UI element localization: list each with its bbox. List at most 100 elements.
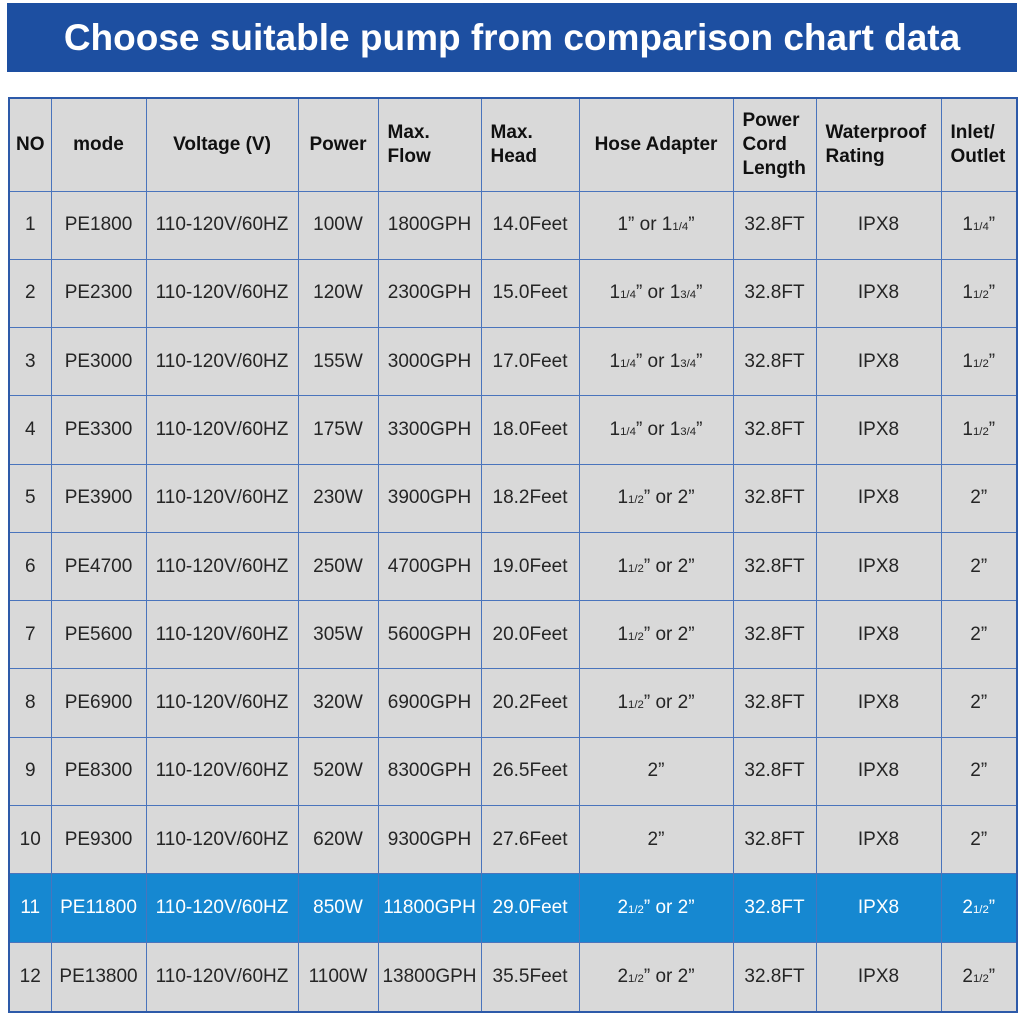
cell-power-row9: 520W <box>297 736 379 807</box>
cell-power-cord-length-row7: 32.8FT <box>732 600 817 670</box>
cell-voltage-row9: 110-120V/60HZ <box>145 736 299 807</box>
pump-comparison-table: NO mode Voltage (V) Power Max. Flow Max. Head… <box>8 97 1018 1013</box>
cell-waterproof-rating-row9: IPX8 <box>815 736 942 807</box>
col-header-voltage: Voltage (V) <box>145 97 299 192</box>
table-row-6: 6 PE4700 110-120V/60HZ 250W 4700GPH 19.0Feet 1… <box>8 531 1018 602</box>
cell-waterproof-rating-row2: IPX8 <box>815 258 942 329</box>
col-header-no: NO <box>8 97 52 192</box>
cell-power-cord-length-row8: 32.8FT <box>732 668 817 738</box>
cell-hose-adapter-row12: 21/2” or 2” <box>578 941 734 1013</box>
cell-power-cord-length-row10: 32.8FT <box>732 805 817 875</box>
cell-power-row3: 155W <box>297 327 379 397</box>
fraction-text: 1/4 <box>620 289 636 302</box>
cell-inlet-outlet-row4: 11/2” <box>940 395 1018 465</box>
fraction-text: 1/2 <box>972 357 989 370</box>
cell-max-flow-row11: 11800GPH <box>377 873 482 943</box>
fraction-text: 1/2 <box>628 562 644 575</box>
cell-mode-row4: PE3300 <box>50 395 147 465</box>
cell-inlet-outlet-row10: 2” <box>940 805 1018 875</box>
fraction-text: 1/2 <box>628 972 644 985</box>
cell-mode-row10: PE9300 <box>50 805 147 875</box>
cell-hose-adapter-row2: 11/4” or 13/4” <box>578 258 734 329</box>
col-header-inlet-outlet: Inlet/ Outlet <box>940 97 1018 192</box>
cell-mode-row9: PE8300 <box>50 736 147 807</box>
cell-max-head-row7: 20.0Feet <box>480 600 580 670</box>
cell-hose-adapter-row4: 11/4” or 13/4” <box>578 395 734 465</box>
cell-no-row10: 10 <box>8 805 52 875</box>
fraction-text: 3/4 <box>680 425 697 438</box>
cell-voltage-row8: 110-120V/60HZ <box>145 668 299 738</box>
cell-power-cord-length-row2: 32.8FT <box>732 258 817 329</box>
table-row-5: 5 PE3900 110-120V/60HZ 230W 3900GPH 18.2Feet 1… <box>8 463 1018 533</box>
cell-waterproof-rating-row12: IPX8 <box>815 941 942 1013</box>
cell-voltage-row7: 110-120V/60HZ <box>145 600 299 670</box>
table-body: 1 PE1800 110-120V/60HZ 100W 1800GPH 14.0Feet 1… <box>8 190 1018 1013</box>
cell-no-row8: 8 <box>8 668 52 738</box>
cell-power-row12: 1100W <box>297 941 379 1013</box>
cell-inlet-outlet-row11: 21/2” <box>940 873 1018 943</box>
table-row-4: 4 PE3300 110-120V/60HZ 175W 3300GPH 18.0Feet 1… <box>8 395 1018 465</box>
cell-hose-adapter-row5: 11/2” or 2” <box>578 463 734 533</box>
cell-mode-row1: PE1800 <box>50 190 147 260</box>
cell-hose-adapter-row7: 11/2” or 2” <box>578 600 734 670</box>
table-row-1: 1 PE1800 110-120V/60HZ 100W 1800GPH 14.0Feet 1… <box>8 190 1018 260</box>
cell-voltage-row6: 110-120V/60HZ <box>145 531 299 602</box>
cell-power-cord-length-row3: 32.8FT <box>732 327 817 397</box>
cell-inlet-outlet-row1: 11/4” <box>940 190 1018 260</box>
cell-hose-adapter-row3: 11/4” or 13/4” <box>578 327 734 397</box>
cell-no-row2: 2 <box>8 258 52 329</box>
cell-max-flow-row12: 13800GPH <box>377 941 482 1013</box>
table-row-10: 10 PE9300 110-120V/60HZ 620W 9300GPH 27.6Feet… <box>8 805 1018 875</box>
cell-mode-row3: PE3000 <box>50 327 147 397</box>
cell-no-row1: 1 <box>8 190 52 260</box>
cell-mode-row5: PE3900 <box>50 463 147 533</box>
table-header: NO mode Voltage (V) Power Max. Flow Max. Head… <box>8 97 1018 192</box>
cell-max-flow-row4: 3300GPH <box>377 395 482 465</box>
col-header-power-cord-length: Power Cord Length <box>732 97 817 192</box>
cell-power-row8: 320W <box>297 668 379 738</box>
col-header-hose-adapter: Hose Adapter <box>578 97 734 192</box>
cell-max-head-row1: 14.0Feet <box>480 190 580 260</box>
fraction-text: 1/2 <box>628 630 644 643</box>
cell-hose-adapter-row11: 21/2” or 2” <box>578 873 734 943</box>
table-row-2: 2 PE2300 110-120V/60HZ 120W 2300GPH 15.0Feet 1… <box>8 258 1018 329</box>
cell-hose-adapter-row10: 2” <box>578 805 734 875</box>
cell-power-row5: 230W <box>297 463 379 533</box>
cell-voltage-row4: 110-120V/60HZ <box>145 395 299 465</box>
cell-power-row1: 100W <box>297 190 379 260</box>
cell-no-row12: 12 <box>8 941 52 1013</box>
cell-inlet-outlet-row9: 2” <box>940 736 1018 807</box>
cell-waterproof-rating-row4: IPX8 <box>815 395 942 465</box>
fraction-text: 1/4 <box>620 425 636 438</box>
cell-max-head-row11: 29.0Feet <box>480 873 580 943</box>
cell-waterproof-rating-row7: IPX8 <box>815 600 942 670</box>
cell-max-head-row5: 18.2Feet <box>480 463 580 533</box>
col-header-waterproof-rating: Waterproof Rating <box>815 97 942 192</box>
cell-waterproof-rating-row10: IPX8 <box>815 805 942 875</box>
cell-voltage-row11: 110-120V/60HZ <box>145 873 299 943</box>
cell-max-flow-row3: 3000GPH <box>377 327 482 397</box>
cell-mode-row11: PE11800 <box>50 873 147 943</box>
table-row-12: 12 PE13800 110-120V/60HZ 1100W 13800GPH 35.5F… <box>8 941 1018 1013</box>
cell-voltage-row5: 110-120V/60HZ <box>145 463 299 533</box>
fraction-text: 1/2 <box>628 494 644 507</box>
fraction-text: 1/2 <box>972 425 989 438</box>
col-header-power: Power <box>297 97 379 192</box>
cell-power-row2: 120W <box>297 258 379 329</box>
fraction-text: 1/2 <box>972 972 989 985</box>
title-banner: Choose suitable pump from comparison cha… <box>7 3 1017 72</box>
cell-power-row6: 250W <box>297 531 379 602</box>
cell-power-cord-length-row6: 32.8FT <box>732 531 817 602</box>
cell-waterproof-rating-row5: IPX8 <box>815 463 942 533</box>
cell-max-head-row12: 35.5Feet <box>480 941 580 1013</box>
cell-no-row9: 9 <box>8 736 52 807</box>
fraction-text: 1/2 <box>628 699 644 712</box>
cell-max-head-row9: 26.5Feet <box>480 736 580 807</box>
cell-max-flow-row2: 2300GPH <box>377 258 482 329</box>
table-row-8: 8 PE6900 110-120V/60HZ 320W 6900GPH 20.2Feet 1… <box>8 668 1018 738</box>
cell-max-head-row2: 15.0Feet <box>480 258 580 329</box>
cell-waterproof-rating-row6: IPX8 <box>815 531 942 602</box>
cell-inlet-outlet-row3: 11/2” <box>940 327 1018 397</box>
cell-power-cord-length-row1: 32.8FT <box>732 190 817 260</box>
cell-max-flow-row8: 6900GPH <box>377 668 482 738</box>
